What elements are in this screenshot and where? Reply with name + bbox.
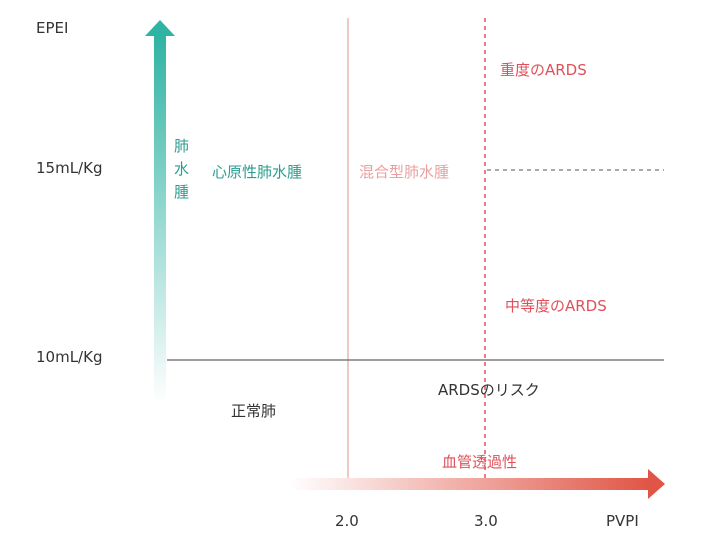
x-arrow-shaft	[290, 478, 650, 490]
y-arrow-shaft	[154, 34, 166, 404]
y-arrow-head	[145, 20, 175, 36]
x-level: 2.0	[335, 512, 359, 530]
y-level: 10mL/Kg	[36, 348, 103, 366]
region-label: ARDSのリスク	[438, 381, 540, 399]
region-label: 混合型肺水腫	[359, 163, 450, 181]
x-arrow-label: 血管透過性	[442, 453, 518, 471]
y-level: 15mL/Kg	[36, 159, 103, 177]
region-label: 重度のARDS	[500, 61, 587, 79]
y-arrow-label: 肺水腫	[172, 138, 190, 207]
y-axis-title: EPEI	[36, 19, 69, 37]
region-label: 心原性肺水腫	[212, 163, 303, 181]
x-arrow-head	[648, 469, 665, 499]
x-axis-title: PVPI	[606, 512, 639, 530]
region-label: 中等度のARDS	[505, 297, 607, 315]
region-label: 正常肺	[231, 402, 277, 420]
x-level: 3.0	[474, 512, 498, 530]
